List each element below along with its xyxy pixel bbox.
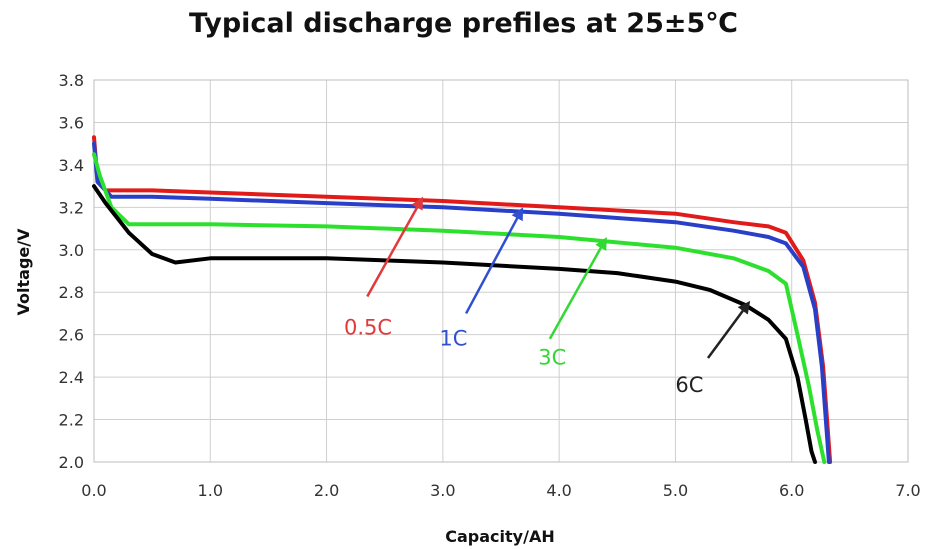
x-tick-label: 6.0 <box>779 481 804 500</box>
annotation-arrow-1C <box>465 207 524 315</box>
series-lines <box>92 135 833 464</box>
grid-lines <box>93 79 909 463</box>
x-tick-label: 1.0 <box>198 481 223 500</box>
y-tick-label: 3.0 <box>59 241 84 260</box>
series-line-6C <box>92 184 817 464</box>
y-tick-labels: 2.0 2.2 2.4 2.6 2.8 3.0 3.2 3.4 3.6 3.8 <box>59 71 84 472</box>
annotation-arrow-3C <box>548 236 607 340</box>
y-tick-label: 2.0 <box>59 453 84 472</box>
y-tick-label: 2.4 <box>59 368 84 387</box>
series-annotations: 0.5C 1C 3C 6C <box>344 196 751 397</box>
annotation-arrow-6C <box>706 300 751 359</box>
annotation-label-3C: 3C <box>538 345 566 369</box>
annotation-label-0.5C: 0.5C <box>344 316 392 340</box>
series-line-0.5C <box>92 135 833 464</box>
y-tick-label: 3.6 <box>59 113 84 132</box>
y-tick-label: 2.2 <box>59 411 84 430</box>
x-tick-label: 3.0 <box>430 481 455 500</box>
plot-area-frame <box>93 79 909 463</box>
x-tick-label: 5.0 <box>663 481 688 500</box>
annotation-arrow-0.5C <box>366 196 424 298</box>
annotation-label-1C: 1C <box>439 326 467 350</box>
y-tick-label: 3.4 <box>59 156 84 175</box>
chart-title: Typical discharge prefiles at 25±5℃ <box>189 8 738 39</box>
series-line-3C <box>92 152 827 464</box>
x-tick-labels: 0.0 1.0 2.0 3.0 4.0 5.0 6.0 7.0 <box>81 481 920 500</box>
x-axis-title: Capacity/AH <box>445 527 554 546</box>
annotation-label-6C: 6C <box>675 373 703 397</box>
y-tick-label: 2.6 <box>59 326 84 345</box>
y-tick-label: 3.2 <box>59 198 84 217</box>
y-axis-title: Voltage/V <box>14 228 33 316</box>
y-tick-label: 3.8 <box>59 71 84 90</box>
y-tick-label: 2.8 <box>59 283 84 302</box>
x-tick-label: 7.0 <box>895 481 920 500</box>
x-tick-label: 2.0 <box>314 481 339 500</box>
x-tick-label: 4.0 <box>546 481 571 500</box>
x-tick-label: 0.0 <box>81 481 106 500</box>
series-line-1C <box>92 141 831 464</box>
